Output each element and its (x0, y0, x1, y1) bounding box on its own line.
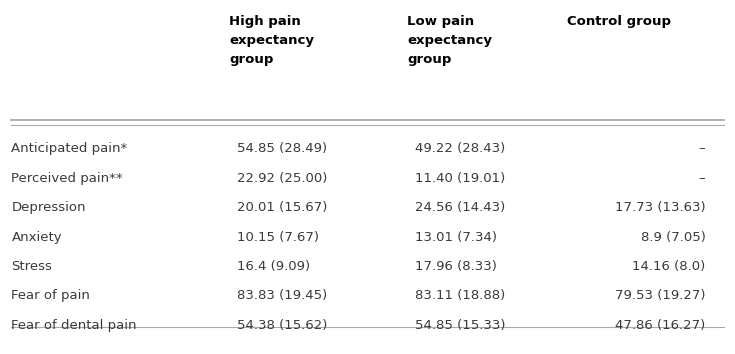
Text: 22.92 (25.00): 22.92 (25.00) (237, 172, 327, 185)
Text: –: – (699, 172, 706, 185)
Text: –: – (699, 142, 706, 155)
Text: 47.86 (16.27): 47.86 (16.27) (615, 319, 706, 332)
Text: High pain
expectancy
group: High pain expectancy group (229, 15, 315, 65)
Text: 10.15 (7.67): 10.15 (7.67) (237, 230, 319, 244)
Text: Perceived pain**: Perceived pain** (12, 172, 123, 185)
Text: Stress: Stress (12, 260, 52, 273)
Text: 13.01 (7.34): 13.01 (7.34) (415, 230, 497, 244)
Text: 17.73 (13.63): 17.73 (13.63) (614, 201, 706, 214)
Text: 17.96 (8.33): 17.96 (8.33) (415, 260, 497, 273)
Text: 20.01 (15.67): 20.01 (15.67) (237, 201, 327, 214)
Text: Low pain
expectancy
group: Low pain expectancy group (407, 15, 492, 65)
Text: Depression: Depression (12, 201, 86, 214)
Text: 79.53 (19.27): 79.53 (19.27) (615, 289, 706, 302)
Text: 54.38 (15.62): 54.38 (15.62) (237, 319, 327, 332)
Text: 11.40 (19.01): 11.40 (19.01) (415, 172, 505, 185)
Text: Control group: Control group (567, 15, 671, 28)
Text: Fear of pain: Fear of pain (12, 289, 90, 302)
Text: 8.9 (7.05): 8.9 (7.05) (640, 230, 706, 244)
Text: 14.16 (8.0): 14.16 (8.0) (632, 260, 706, 273)
Text: 16.4 (9.09): 16.4 (9.09) (237, 260, 310, 273)
Text: 49.22 (28.43): 49.22 (28.43) (415, 142, 505, 155)
Text: 54.85 (15.33): 54.85 (15.33) (415, 319, 505, 332)
Text: 83.83 (19.45): 83.83 (19.45) (237, 289, 327, 302)
Text: 24.56 (14.43): 24.56 (14.43) (415, 201, 505, 214)
Text: 83.11 (18.88): 83.11 (18.88) (415, 289, 505, 302)
Text: Fear of dental pain: Fear of dental pain (12, 319, 137, 332)
Text: 54.85 (28.49): 54.85 (28.49) (237, 142, 327, 155)
Text: Anxiety: Anxiety (12, 230, 62, 244)
Text: Anticipated pain*: Anticipated pain* (12, 142, 128, 155)
